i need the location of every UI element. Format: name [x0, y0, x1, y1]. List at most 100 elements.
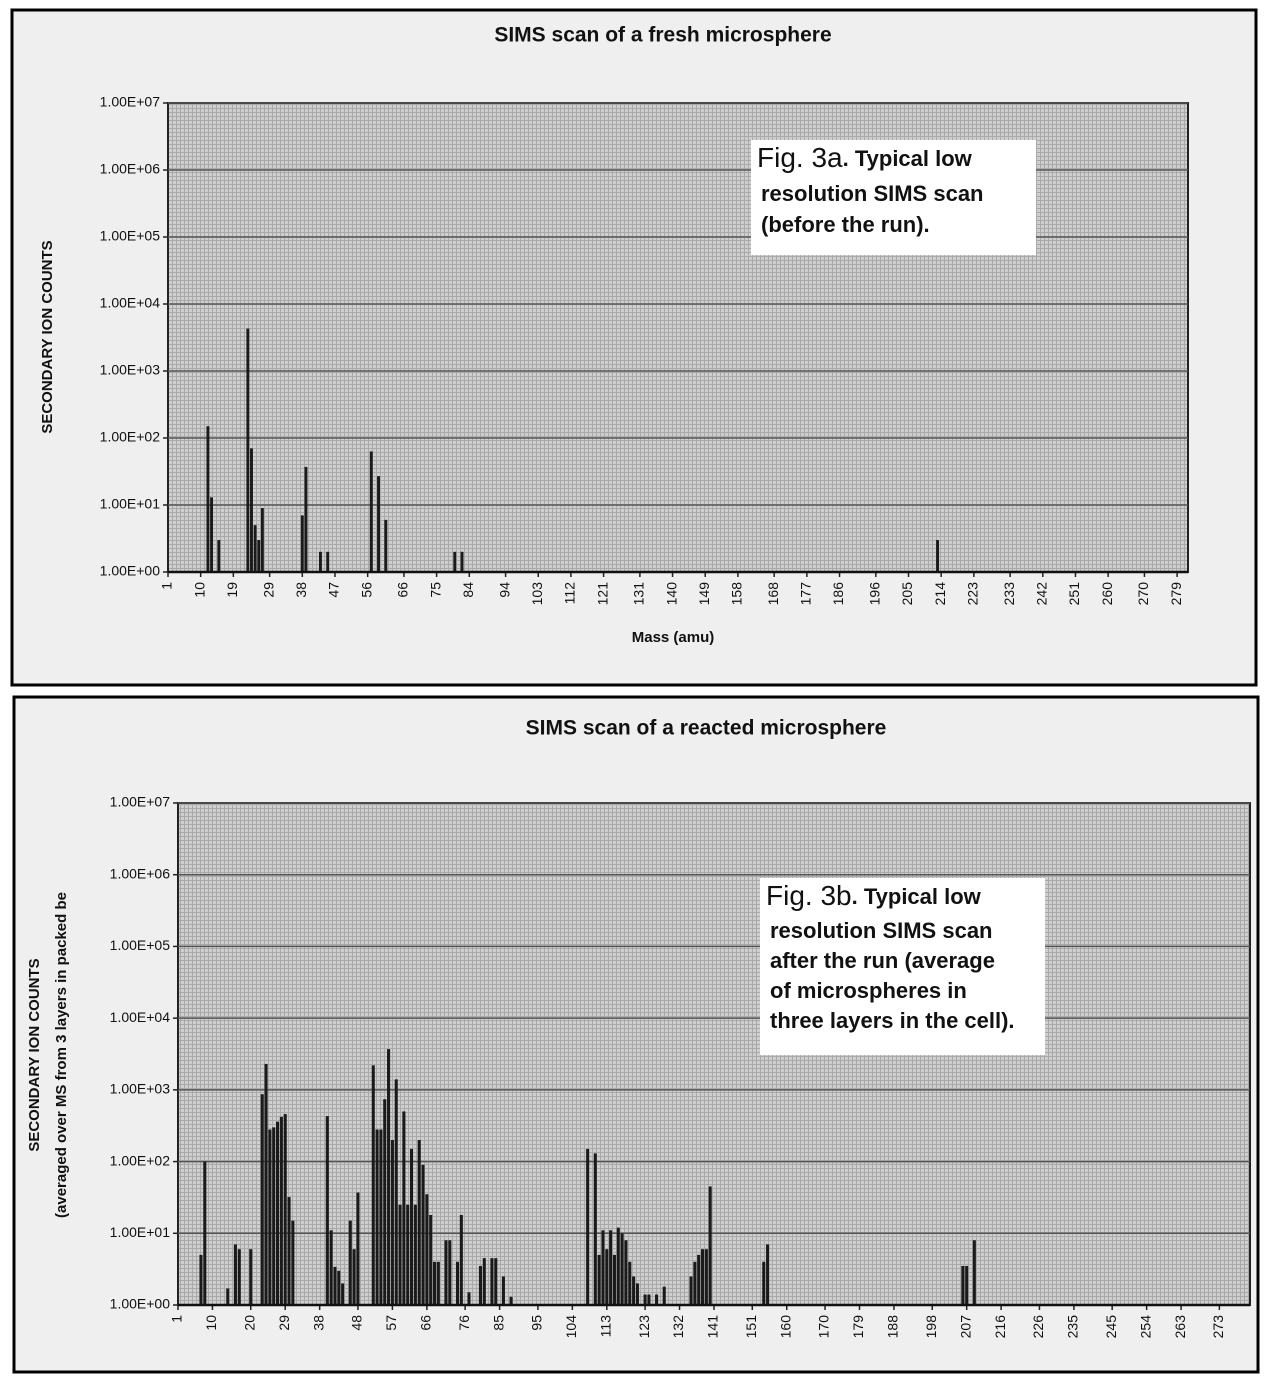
bar	[257, 540, 261, 572]
bar	[432, 1261, 437, 1305]
bar	[655, 1294, 659, 1305]
x-tick-label: 19	[224, 582, 240, 598]
annotation: Fig. 3b. Typical low	[766, 880, 982, 911]
x-tick-label: 216	[992, 1315, 1008, 1339]
y-tick-label: 1.00E+02	[100, 429, 161, 445]
x-tick-label: 235	[1065, 1315, 1081, 1339]
bar	[260, 1094, 264, 1305]
x-tick-label: 226	[1030, 1315, 1046, 1339]
bar	[268, 1129, 272, 1305]
x-tick-label: 242	[1034, 582, 1050, 606]
y-tick-label: 1.00E+04	[110, 1009, 171, 1025]
bar	[766, 1244, 770, 1305]
x-tick-label: 76	[456, 1315, 472, 1331]
bar	[333, 1266, 337, 1305]
bar	[325, 1116, 329, 1305]
x-tick-label: 10	[191, 582, 207, 598]
bar	[628, 1261, 632, 1305]
x-tick-label: 177	[798, 582, 814, 606]
x-tick-label: 179	[850, 1315, 866, 1339]
y-tick-label: 1.00E+02	[110, 1152, 171, 1168]
bar	[482, 1258, 486, 1305]
bar	[402, 1111, 406, 1305]
x-tick-label: 273	[1210, 1315, 1226, 1339]
x-tick-label: 270	[1135, 582, 1151, 606]
bar	[708, 1186, 712, 1305]
bar	[390, 1139, 394, 1305]
x-tick-label: 38	[293, 582, 309, 598]
y-tick-label: 1.00E+04	[100, 295, 161, 311]
x-tick-label: 196	[867, 582, 883, 606]
x-tick-label: 251	[1066, 582, 1082, 606]
bar	[494, 1258, 498, 1305]
bar	[329, 1230, 333, 1305]
x-tick-label: 186	[830, 582, 846, 606]
bar	[375, 1129, 379, 1305]
x-tick-label: 113	[598, 1315, 614, 1338]
bar	[490, 1258, 494, 1305]
bar	[237, 1249, 241, 1305]
bar	[377, 476, 380, 572]
chart: SIMS scan of a reacted microsphere 1.00E+…	[26, 717, 1251, 1370]
bar	[379, 1129, 383, 1305]
annotation-text: of microspheres in	[770, 978, 967, 1003]
x-tick-label: 233	[1001, 582, 1017, 606]
bar	[647, 1294, 651, 1305]
annotation-text: (before the run).	[761, 212, 930, 237]
x-tick-label: 132	[670, 1315, 686, 1339]
bar	[417, 1139, 421, 1305]
bar	[421, 1164, 425, 1305]
bar	[369, 451, 373, 572]
bar	[609, 1230, 613, 1305]
bar	[260, 508, 264, 572]
bar	[620, 1233, 624, 1305]
bar	[276, 1121, 280, 1305]
x-tick-label: 160	[777, 1315, 793, 1339]
bar	[203, 1161, 207, 1305]
x-tick-label: 188	[885, 1315, 901, 1339]
y-tick-label: 1.00E+00	[110, 1296, 171, 1312]
annotation-text: after the run (average	[770, 948, 995, 973]
plot-area	[177, 802, 1251, 1306]
bar	[455, 1261, 460, 1305]
bar	[410, 1148, 414, 1305]
bar	[965, 1265, 969, 1305]
annotation: Fig. 3a. Typical low	[757, 142, 973, 173]
bar	[460, 551, 464, 572]
y-tick-label: 1.00E+07	[110, 794, 171, 810]
bar	[429, 1214, 433, 1305]
annotation-text: . Typical low	[843, 146, 973, 171]
bar	[206, 426, 210, 572]
bar	[501, 1276, 505, 1305]
y-tick-label: 1.00E+06	[100, 161, 161, 177]
bar	[326, 551, 330, 572]
chart-title: SIMS scan of a reacted microsphere	[526, 717, 887, 740]
x-tick-label: 149	[696, 582, 712, 606]
bar	[413, 1204, 417, 1305]
bar	[199, 1254, 203, 1305]
bar	[632, 1276, 636, 1305]
x-tick-label: 170	[816, 1315, 832, 1339]
annotation-box	[751, 140, 1036, 255]
bar	[689, 1276, 693, 1305]
bar	[635, 1283, 639, 1305]
x-tick-label: 151	[743, 1315, 759, 1339]
x-tick-label: 131	[631, 582, 647, 606]
annotation-box	[760, 878, 1045, 1055]
bar	[348, 1220, 352, 1305]
bar	[597, 1254, 601, 1305]
bar	[253, 525, 257, 572]
bar	[459, 1214, 463, 1305]
annotation-text: . Typical low	[852, 884, 982, 909]
x-tick-label: 279	[1168, 582, 1184, 606]
x-tick-label: 103	[529, 582, 545, 606]
y-axis-label: (averaged over MS from 3 layers in packe…	[53, 892, 70, 1218]
bar	[605, 1249, 609, 1305]
x-tick-label: 10	[203, 1315, 219, 1331]
annotation-text: resolution SIMS scan	[761, 181, 984, 206]
x-tick-label: 121	[594, 582, 610, 606]
x-tick-label: 214	[932, 582, 948, 606]
x-tick-label: 140	[663, 582, 679, 606]
x-tick-label: 20	[241, 1315, 257, 1331]
